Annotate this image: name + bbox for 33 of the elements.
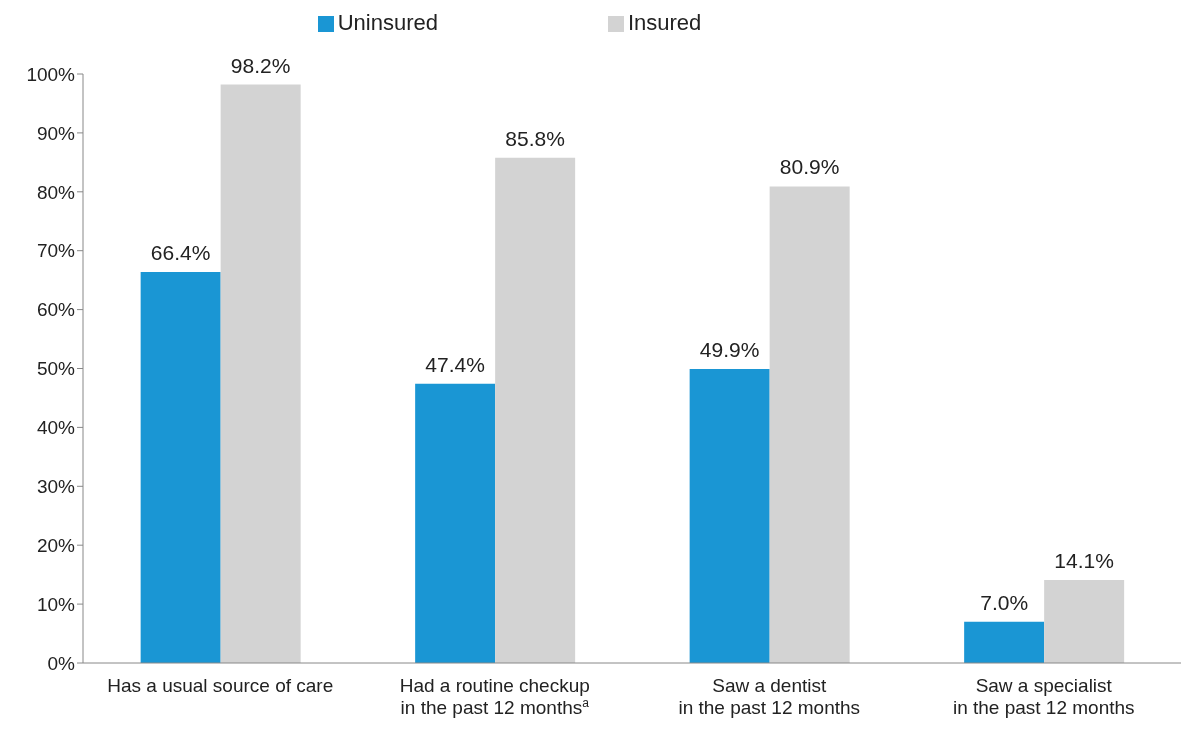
bar <box>769 186 850 663</box>
bar <box>689 369 770 663</box>
data-label: 49.9% <box>699 338 760 362</box>
legend-label: Uninsured <box>337 10 438 35</box>
data-label: 98.2% <box>230 53 291 77</box>
data-label: 85.8% <box>505 126 565 150</box>
x-tick-label: Has a usual source of care <box>107 675 334 697</box>
y-tick-label: 60% <box>36 299 76 321</box>
bar <box>964 621 1045 663</box>
y-tick-label: 20% <box>36 534 76 556</box>
y-tick-label: 30% <box>36 476 76 498</box>
y-tick-label: 70% <box>36 240 76 262</box>
x-tick-label: Saw a dentist in the past 12 months <box>678 675 861 718</box>
x-tick-label: Had a routine checkup in the past 12 months$^{a}$ <box>399 675 590 718</box>
data-label: 47.4% <box>425 352 485 376</box>
y-tick-label: 10% <box>36 593 76 615</box>
bar <box>140 271 221 663</box>
y-tick-label: 50% <box>36 358 76 380</box>
bar <box>495 157 576 663</box>
data-label: 7.0% <box>980 590 1029 614</box>
data-label: 14.1% <box>1054 548 1114 572</box>
data-label: 66.4% <box>150 240 211 264</box>
y-tick-label: 100% <box>26 63 76 85</box>
y-tick-label: 0% <box>47 652 76 674</box>
bar <box>1044 579 1125 663</box>
bar <box>415 383 496 663</box>
legend-label: Insured <box>627 10 702 35</box>
bar <box>220 84 301 663</box>
x-tick-label: Saw a specialist in the past 12 months <box>952 675 1135 718</box>
y-tick-label: 40% <box>36 417 76 439</box>
data-label: 80.9% <box>779 155 840 179</box>
y-tick-label: 80% <box>36 181 76 203</box>
y-tick-label: 90% <box>36 122 76 144</box>
